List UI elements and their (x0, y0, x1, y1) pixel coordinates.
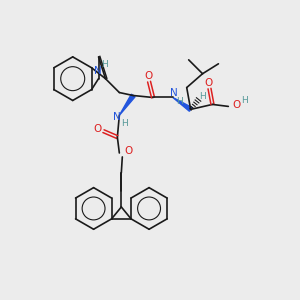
Text: N: N (170, 88, 178, 98)
Polygon shape (173, 98, 192, 111)
Text: H: H (121, 119, 128, 128)
Text: O: O (204, 78, 213, 88)
Text: H: H (199, 92, 206, 101)
Text: H: H (101, 60, 108, 69)
Polygon shape (119, 94, 135, 115)
Text: H: H (241, 96, 248, 105)
Text: N: N (94, 66, 101, 76)
Text: O: O (124, 146, 133, 156)
Text: O: O (144, 71, 152, 81)
Text: O: O (232, 100, 241, 110)
Text: N: N (113, 112, 121, 122)
Text: H: H (176, 97, 183, 106)
Text: O: O (93, 124, 102, 134)
